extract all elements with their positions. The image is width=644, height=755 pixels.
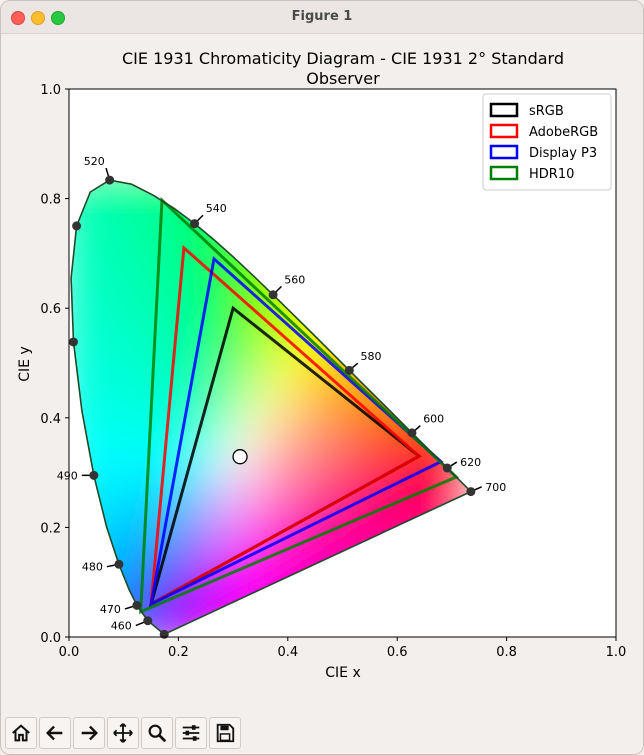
legend-swatch <box>489 144 519 160</box>
gamut-triangles <box>139 196 459 615</box>
y-axis-label: CIE y <box>17 346 33 382</box>
chart-title-line2: Observer <box>306 69 380 88</box>
arrow-right-icon <box>81 725 99 741</box>
legend-label: AdobeRGB <box>529 125 598 140</box>
wavelength-point <box>466 487 476 497</box>
wavelength-point <box>344 365 354 375</box>
y-tick-label: 0.6 <box>40 302 61 317</box>
legend-swatch <box>489 165 519 181</box>
home-icon <box>12 724 30 742</box>
x-tick-label: 0.2 <box>168 645 189 660</box>
x-tick-label: 0.4 <box>277 645 298 660</box>
gamut-display-p3 <box>149 255 444 607</box>
wavelength-point <box>407 428 417 438</box>
y-tick-label: 0.8 <box>40 193 61 208</box>
wavelength-point <box>143 616 153 626</box>
window-title: Figure 1 <box>291 9 353 24</box>
y-tick-label: 0.2 <box>40 521 61 536</box>
wavelength-label: 560 <box>284 273 305 286</box>
x-axis-label: CIE x <box>325 665 361 681</box>
plot-frame <box>68 88 617 638</box>
wavelength-point <box>114 559 124 569</box>
wavelength-point <box>72 221 82 231</box>
wavelength-point <box>190 219 200 229</box>
wavelength-point <box>68 337 78 347</box>
legend: sRGB AdobeRGB Display P3 HDR10 <box>482 93 612 191</box>
legend-label: sRGB <box>529 104 564 119</box>
wavelength-label: 470 <box>100 603 121 616</box>
gamut-adobergb <box>149 244 422 607</box>
home-button[interactable] <box>5 717 37 749</box>
y-tick-label: 1.0 <box>40 83 61 98</box>
legend-label: HDR10 <box>529 167 574 182</box>
minimize-window-button[interactable] <box>31 11 45 25</box>
wavelength-point <box>442 463 452 473</box>
wavelength-label: 700 <box>485 481 506 494</box>
forward-button[interactable] <box>73 717 105 749</box>
title-bar: Figure 1 <box>1 1 643 34</box>
pan-button[interactable] <box>107 717 139 749</box>
wavelength-label: 600 <box>423 413 444 426</box>
spectral-locus-outline <box>70 179 473 636</box>
wavelength-label: 520 <box>84 155 105 168</box>
y-tick-label: 0.4 <box>40 412 61 427</box>
wavelength-label: 620 <box>460 456 481 469</box>
y-tick-label: 0.0 <box>40 631 61 646</box>
chromaticity-chart: CIE 1931 Chromaticity Diagram - CIE 1931… <box>17 49 626 681</box>
move-icon <box>113 723 133 743</box>
legend-label: Display P3 <box>529 146 597 161</box>
configure-subplots-button[interactable] <box>175 717 207 749</box>
x-tick-label: 0.0 <box>59 645 80 660</box>
sliders-icon <box>182 725 200 741</box>
wavelength-point <box>132 600 142 610</box>
gamut-hdr10 <box>139 196 459 615</box>
arrow-left-icon <box>45 725 63 741</box>
save-button[interactable] <box>209 717 241 749</box>
back-button[interactable] <box>39 717 71 749</box>
x-tick-label: 0.8 <box>496 645 517 660</box>
navigation-toolbar <box>5 717 241 753</box>
white-point-marker <box>232 449 248 465</box>
axes: 0.0 0.2 0.4 0.6 0.8 1.0 0.0 0.2 0.4 0.6 0.8 1.0 <box>40 83 626 660</box>
wavelength-label: 580 <box>361 350 382 363</box>
wavelength-label: 480 <box>82 561 103 574</box>
floppy-disk-icon <box>216 723 235 743</box>
wavelength-point <box>89 470 99 480</box>
wavelength-markers: 460 470 480 490 520 540 560 580 600 620 700 <box>57 155 506 639</box>
wavelength-label: 460 <box>111 620 132 633</box>
wavelength-label: 540 <box>206 202 227 215</box>
zoom-button[interactable] <box>141 717 173 749</box>
wavelength-point <box>105 175 115 185</box>
legend-swatch <box>489 123 519 139</box>
x-tick-label: 1.0 <box>606 645 627 660</box>
x-tick-label: 0.6 <box>387 645 408 660</box>
legend-swatch <box>489 102 519 118</box>
wavelength-label: 490 <box>57 469 78 482</box>
close-window-button[interactable] <box>11 11 25 25</box>
chart-title-line1: CIE 1931 Chromaticity Diagram - CIE 1931… <box>122 49 564 68</box>
magnifier-icon <box>148 724 167 743</box>
wavelength-point <box>268 290 278 300</box>
maximize-window-button[interactable] <box>51 11 65 25</box>
